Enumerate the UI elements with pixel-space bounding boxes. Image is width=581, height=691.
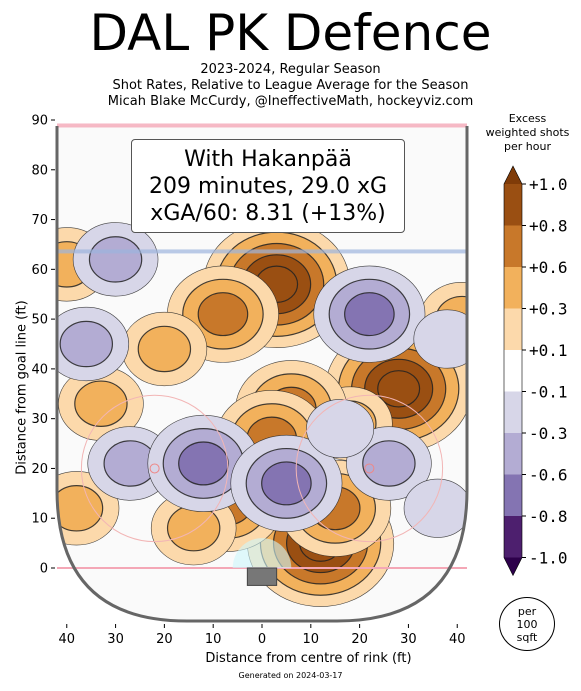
- axes: 40 30 20 10 0 10 20 30 40 0 10 20 30 40 50 60 70 80 90: [31, 114, 465, 648]
- x-tick-label-4: 0: [258, 632, 266, 647]
- x-tick-label-0: 40: [58, 632, 75, 647]
- colorbar-segment-5: [504, 391, 522, 434]
- x-axis-label: Distance from centre of rink (ft): [205, 651, 412, 666]
- x-tick-label-2: 20: [156, 632, 173, 647]
- colorbar-segment-8: [504, 516, 522, 558]
- heat-blob-11-level-1: [74, 380, 128, 427]
- x-tick-label-7: 30: [400, 632, 417, 647]
- faceoff-dot-right: [364, 463, 375, 474]
- red-line: [57, 123, 467, 128]
- colorbar-title: Excess weighted shots per hour: [475, 112, 580, 154]
- colorbar-bottom-arrow: [504, 557, 522, 576]
- heat-blob-22-level-2: [261, 461, 312, 506]
- y-tick-label-5: 50: [31, 313, 48, 328]
- goal-crease: [232, 538, 292, 568]
- info-box-line-2: 209 minutes, 29.0 xG: [148, 174, 388, 199]
- x-tick-label-6: 20: [351, 632, 368, 647]
- blue-line: [57, 249, 467, 254]
- heat-blob-23-level-0: [403, 478, 467, 538]
- faceoff-dot-left: [149, 463, 160, 474]
- x-tick-label-8: 40: [449, 632, 466, 647]
- colorbar: +1.0 +0.8 +0.6 +0.3 +0.1 -0.1 -0.3 -0.6 -0.8 -1.0: [503, 165, 568, 577]
- colorbar-segment-0: [504, 184, 522, 226]
- heat-blob-17-level-1: [88, 236, 143, 283]
- colorbar-title-line-1: Excess: [508, 112, 547, 125]
- unit-badge: per 100 sqft: [499, 597, 555, 651]
- colorbar-segment-6: [504, 433, 522, 475]
- subtitle-line-1: 2023-2024, Regular Season: [200, 62, 381, 77]
- goal-net: [246, 567, 278, 586]
- subtitle-line-2: Shot Rates, Relative to League Average f…: [112, 78, 469, 93]
- y-tick-label-7: 70: [31, 213, 48, 228]
- generated-date: Generated on 2024-03-17: [238, 671, 343, 680]
- y-tick-label-9: 90: [31, 114, 48, 129]
- faceoff-circle-right: [295, 394, 444, 543]
- heat-blob-10-level-1: [166, 504, 221, 552]
- heat-blob-20-level-0: [413, 309, 467, 369]
- colorbar-top-arrow: [504, 166, 522, 184]
- y-tick-label-8: 80: [31, 163, 48, 178]
- faceoff-circle-left: [80, 394, 229, 543]
- y-tick-label-3: 30: [31, 412, 48, 427]
- colorbar-tick-label-5: -0.1: [529, 383, 568, 402]
- heat-blob-2-level-1: [137, 325, 192, 373]
- colorbar-segment-7: [504, 474, 522, 517]
- subtitle-line-3: Micah Blake McCurdy, @IneffectiveMath, h…: [107, 94, 474, 109]
- colorbar-tick-label-0: +1.0: [529, 175, 568, 194]
- heat-blob-18-level-1: [59, 320, 114, 368]
- y-tick-label-2: 20: [31, 462, 48, 477]
- colorbar-tick-label-7: -0.6: [529, 466, 568, 485]
- heat-blob-21-level-1: [362, 440, 416, 487]
- x-tick-label-1: 30: [107, 632, 124, 647]
- colorbar-tick-label-3: +0.3: [529, 300, 568, 319]
- colorbar-tick-label-1: +0.8: [529, 217, 568, 236]
- colorbar-tick-label-2: +0.6: [529, 258, 568, 277]
- x-tick-label-5: 10: [303, 632, 320, 647]
- colorbar-tick-label-8: -0.8: [529, 507, 568, 526]
- info-box-line-1: With Hakanpää: [184, 147, 352, 172]
- unit-badge-line-1: per: [517, 605, 537, 618]
- heat-blob-12-level-1: [57, 485, 104, 532]
- heat-blob-19-level-2: [344, 292, 395, 337]
- colorbar-segment-1: [504, 225, 522, 268]
- x-tick-label-3: 10: [205, 632, 222, 647]
- rink-markings: [55, 123, 469, 623]
- heat-blob-24-level-0: [306, 399, 375, 459]
- info-box: With Hakanpää 209 minutes, 29.0 xG xGA/6…: [131, 139, 405, 233]
- y-tick-label-0: 0: [40, 562, 48, 577]
- colorbar-title-line-3: per hour: [504, 140, 551, 153]
- info-box-line-3: xGA/60: 8.31 (+13%): [150, 201, 386, 226]
- colorbar-tick-label-4: +0.1: [529, 341, 568, 360]
- y-tick-label-1: 10: [31, 512, 48, 527]
- y-axis-label: Distance from goal line (ft): [14, 300, 30, 475]
- y-tick-label-4: 40: [31, 362, 48, 377]
- chart-title: DAL PK Defence: [89, 4, 492, 62]
- colorbar-segment-2: [504, 267, 522, 309]
- rink-boards: [55, 126, 469, 623]
- colorbar-title-line-2: weighted shots: [485, 126, 570, 139]
- heat-contours: [57, 220, 467, 607]
- colorbar-tick-label-9: -1.0: [529, 549, 568, 568]
- colorbar-tick-label-6: -0.3: [529, 424, 568, 443]
- y-tick-label-6: 60: [31, 263, 48, 278]
- colorbar-segment-3: [504, 308, 522, 351]
- unit-badge-line-3: sqft: [516, 631, 538, 644]
- unit-badge-line-2: 100: [516, 618, 538, 631]
- heat-blob-16-level-2: [178, 441, 229, 486]
- heat-blob-1-level-2: [197, 292, 249, 337]
- colorbar-segment-4: [504, 350, 522, 392]
